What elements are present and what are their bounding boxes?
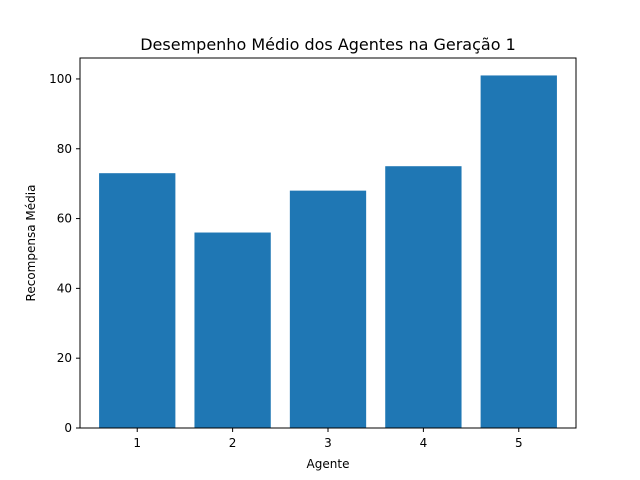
y-axis-ticks: 0 20 40 60 80 100 [49, 72, 80, 435]
x-axis-ticks: 1 2 3 4 5 [133, 428, 523, 450]
x-tick-label: 4 [420, 436, 428, 450]
y-tick-label: 100 [49, 72, 72, 86]
y-tick-label: 0 [64, 421, 72, 435]
bar-agent-5 [480, 75, 557, 429]
y-tick-label: 60 [57, 212, 72, 226]
y-tick-label: 40 [57, 281, 72, 295]
bar-agent-3 [289, 190, 367, 428]
x-tick-label: 5 [515, 436, 523, 450]
y-tick-label: 20 [57, 351, 72, 365]
bar-agent-2 [194, 232, 271, 428]
x-tick-label: 3 [324, 436, 332, 450]
x-tick-label: 1 [133, 436, 141, 450]
bar-agent-1 [99, 173, 176, 428]
x-axis-label: Agente [307, 457, 350, 471]
bar-agent-4 [385, 166, 462, 428]
bars-group [99, 75, 557, 429]
y-axis-label: Recompensa Média [24, 185, 38, 302]
y-tick-label: 80 [57, 142, 72, 156]
chart-title: Desempenho Médio dos Agentes na Geração … [140, 35, 516, 54]
x-tick-label: 2 [229, 436, 237, 450]
